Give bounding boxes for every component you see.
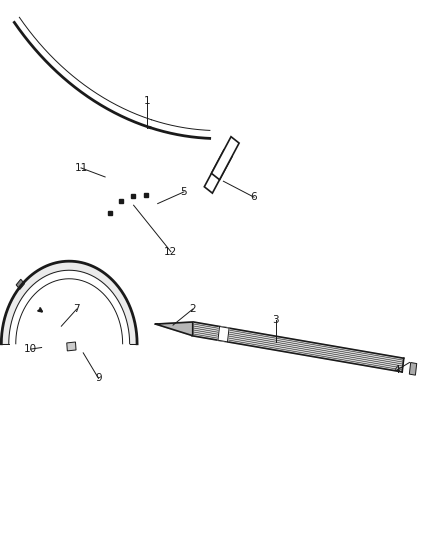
Text: 4: 4 bbox=[393, 366, 400, 375]
Polygon shape bbox=[1, 261, 137, 344]
Polygon shape bbox=[192, 322, 404, 372]
Text: 7: 7 bbox=[73, 304, 80, 314]
Polygon shape bbox=[410, 362, 417, 375]
Text: 12: 12 bbox=[164, 247, 177, 256]
Polygon shape bbox=[212, 136, 239, 180]
Text: 9: 9 bbox=[95, 374, 102, 383]
Text: 1: 1 bbox=[143, 96, 150, 106]
Polygon shape bbox=[16, 279, 25, 289]
Text: 3: 3 bbox=[272, 315, 279, 325]
Text: 11: 11 bbox=[74, 163, 88, 173]
Polygon shape bbox=[218, 327, 229, 342]
Polygon shape bbox=[155, 322, 193, 336]
Text: 10: 10 bbox=[24, 344, 37, 354]
Text: 5: 5 bbox=[180, 187, 187, 197]
Polygon shape bbox=[67, 342, 76, 351]
Polygon shape bbox=[204, 150, 232, 193]
Text: 2: 2 bbox=[189, 304, 196, 314]
Text: 6: 6 bbox=[251, 192, 258, 202]
